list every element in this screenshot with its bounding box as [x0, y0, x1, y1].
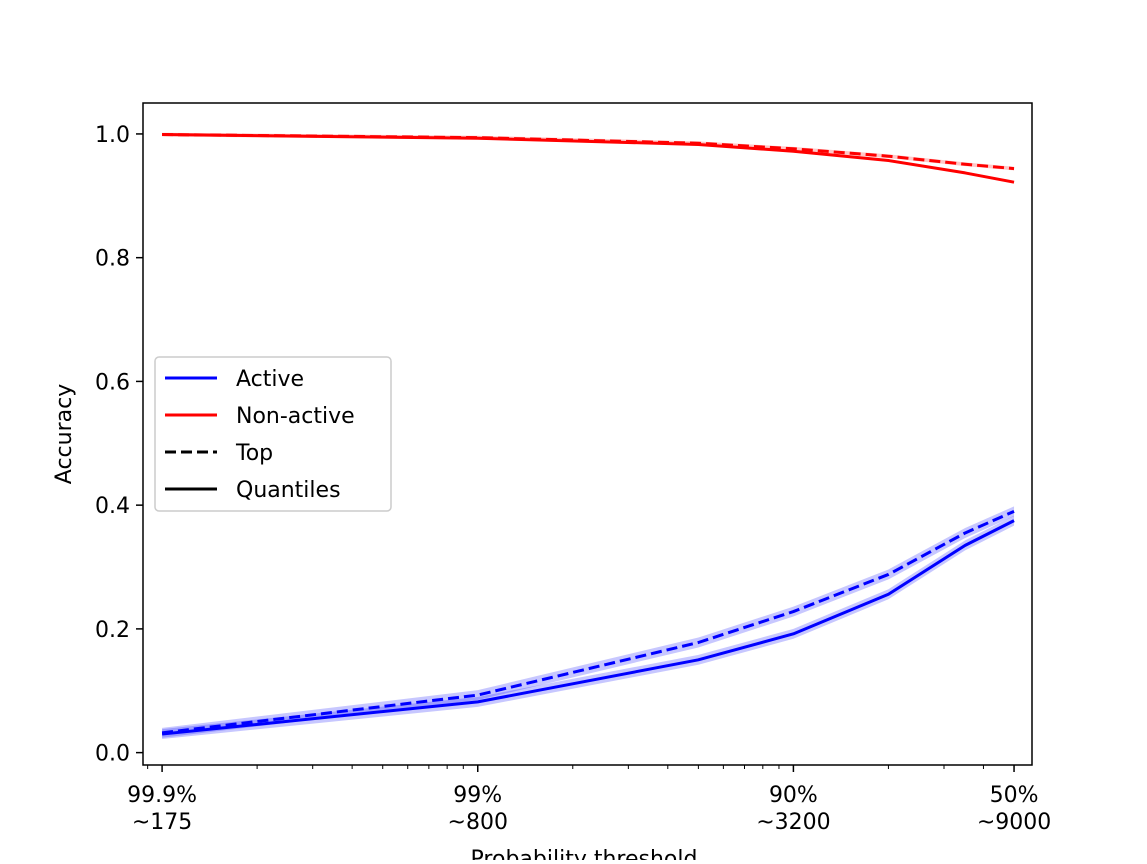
legend-label-active: Active — [236, 367, 304, 392]
line-active-quantiles — [161, 519, 1015, 736]
y-tick-label: 0.2 — [95, 618, 130, 643]
y-tick-label: 0.4 — [95, 494, 130, 519]
y-axis: 0.0 0.2 0.4 0.6 0.8 1.0 — [95, 123, 143, 767]
lines-layer — [161, 133, 1015, 736]
x-tick-sublabel: ~800 — [448, 810, 508, 835]
x-tick-sublabel: ~3200 — [756, 810, 830, 835]
legend: Active Non-active Top Quantiles — [154, 356, 392, 512]
x-tick-label: 90% — [769, 783, 818, 808]
y-tick-label: 0.8 — [95, 247, 130, 272]
x-tick-sublabel: ~175 — [132, 810, 192, 835]
x-tick-sublabel: ~9000 — [977, 810, 1051, 835]
y-axis-label: Accuracy — [52, 384, 77, 484]
x-tick-label: 99% — [453, 783, 502, 808]
x-tick-label: 50% — [990, 783, 1039, 808]
legend-label-quantiles: Quantiles — [236, 478, 341, 503]
x-axis-label: Probability threshold — [471, 847, 698, 860]
y-tick-label: 1.0 — [95, 123, 130, 148]
x-axis: 99.9%~175 99%~800 90%~3200 50%~9000 — [127, 765, 1051, 835]
line-non-active-top — [162, 133, 1015, 171]
plot-frame — [142, 102, 1033, 766]
legend-label-top: Top — [235, 441, 273, 466]
y-tick-label: 0.6 — [95, 370, 130, 395]
line-non-active-quantiles — [162, 133, 1015, 184]
x-tick-label: 99.9% — [127, 783, 197, 808]
legend-box — [154, 356, 392, 512]
legend-label-non-active: Non-active — [236, 404, 355, 429]
line-active-top — [161, 509, 1015, 735]
y-tick-label: 0.0 — [95, 742, 130, 767]
